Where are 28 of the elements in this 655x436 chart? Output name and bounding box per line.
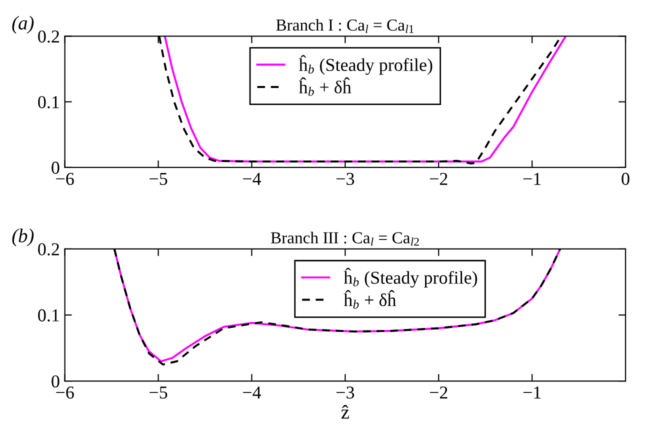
x-tick-label: −4: [243, 386, 262, 398]
text: (a): [12, 16, 34, 34]
x-axis-title: ẑ: [341, 405, 349, 419]
x-tick-label: −4: [243, 172, 262, 185]
legend-label: ĥ$_{b}$ (Steady profile): [298, 55, 432, 75]
x-tick-label: 0: [622, 172, 630, 185]
chart-title: Branch I : Ca$_{l}$ = Ca$_{l1}$: [276, 18, 414, 33]
x-tick-label: −3: [336, 386, 354, 399]
y-tick-label: 0.1: [38, 96, 59, 108]
x-tick-label: −1: [523, 172, 541, 185]
x-tick-label: −5: [150, 386, 168, 399]
x-tick-label: −5: [150, 172, 168, 185]
y-tick-label: 0.1: [38, 309, 59, 322]
x-tick-label: −6: [56, 172, 74, 185]
x-tick-label: −3: [336, 172, 354, 185]
x-tick-label: −2: [430, 172, 448, 185]
y-tick-label: 0.2: [38, 243, 59, 256]
chart-title: Branch III : Ca$_{l}$ = Ca$_{l2}$: [270, 232, 419, 246]
legend-label: ĥ$_{b}$ + δĥ: [298, 77, 352, 96]
x-tick-label: −2: [430, 386, 448, 398]
x-tick-label: −1: [523, 386, 541, 398]
y-tick-label: 0: [52, 375, 60, 388]
y-tick-label: 0.2: [38, 30, 59, 43]
y-tick-label: 0: [52, 162, 60, 174]
x-tick-label: −6: [56, 386, 74, 399]
legend-label: ĥ$_{b}$ (Steady profile): [344, 268, 478, 288]
legend-label: ĥ$_{b}$ + δĥ: [344, 290, 396, 309]
text: (b): [12, 228, 34, 246]
